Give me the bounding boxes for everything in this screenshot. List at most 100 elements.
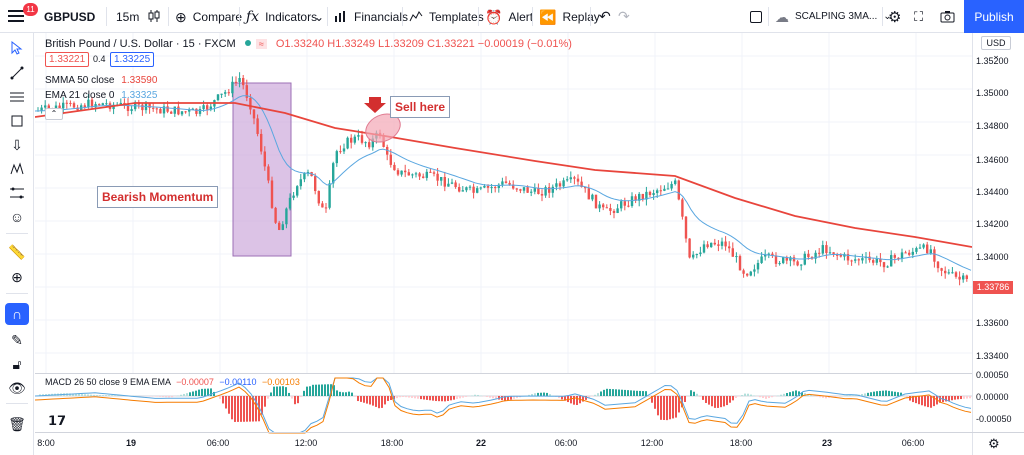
candle-body xyxy=(674,180,677,184)
macd-histogram-bar xyxy=(684,396,686,402)
chart-type-button[interactable] xyxy=(147,0,167,33)
publish-button[interactable]: Publish xyxy=(964,0,1024,33)
pattern-icon[interactable] xyxy=(5,158,29,180)
candle-body xyxy=(267,166,270,181)
chart-settings-gear-icon[interactable]: ⚙ xyxy=(988,436,1000,451)
interval-selector[interactable]: 15m xyxy=(116,9,140,24)
macd-histogram-bar xyxy=(885,390,887,396)
symbol-search[interactable]: GBPUSD xyxy=(44,9,96,24)
macd-histogram-bar xyxy=(702,396,704,400)
candle-body xyxy=(641,193,644,200)
macd-histogram-bar xyxy=(576,396,578,406)
compare-button[interactable]: ⊕ Compare xyxy=(175,0,242,33)
macd-histogram-bar xyxy=(801,392,803,396)
fullscreen-icon[interactable]: ⛶ xyxy=(914,8,924,24)
candle-body xyxy=(324,207,328,209)
ema-legend[interactable]: EMA 21 close 0 1.33325 xyxy=(45,90,157,101)
candle-body xyxy=(357,135,360,137)
smma-legend[interactable]: SMMA 50 close 1.33590 xyxy=(45,75,157,86)
financials-button[interactable]: Financials xyxy=(334,0,408,33)
alert-badge-icon[interactable]: ≈ xyxy=(255,39,267,49)
candle-body xyxy=(868,256,871,261)
candle-body xyxy=(846,254,850,261)
trend-line-icon[interactable] xyxy=(5,62,29,84)
macd-histogram-bar xyxy=(864,393,866,396)
gear-icon[interactable]: ⚙ xyxy=(888,8,902,26)
macd-legend[interactable]: MACD 26 50 close 9 EMA EMA −0.00007 −0.0… xyxy=(45,377,300,387)
price-axis-label: 1.34400 xyxy=(976,187,1009,197)
candle-body xyxy=(252,109,256,119)
prediction-icon[interactable] xyxy=(5,182,29,204)
macd-histogram-bar xyxy=(747,393,749,396)
layout-selector[interactable]: ☁ SCALPING 3MA... ⌄ xyxy=(775,0,892,33)
macd-histogram-bar xyxy=(462,396,464,398)
candle-body xyxy=(879,258,882,263)
alert-button[interactable]: ⏰ Alert xyxy=(485,0,533,33)
zoom-in-icon[interactable]: ⊕ xyxy=(11,268,23,285)
macd-histogram-bar xyxy=(162,396,164,398)
trash-icon[interactable]: 🗑︎ xyxy=(8,415,26,432)
candle-body xyxy=(429,171,432,173)
macd-histogram-bar xyxy=(198,389,200,396)
macd-histogram-bar xyxy=(594,394,596,396)
candle-body xyxy=(306,172,310,174)
macd-histogram-bar xyxy=(282,386,284,396)
magnet-icon[interactable]: ∩ xyxy=(5,303,29,325)
macd-histogram-bar xyxy=(891,391,893,396)
macd-histogram-bar xyxy=(90,394,92,396)
cursor-icon[interactable] xyxy=(5,37,29,59)
hamburger-menu-icon[interactable]: 11 xyxy=(6,3,38,26)
rectangle-shape-icon[interactable] xyxy=(5,110,29,132)
eye-icon[interactable]: 👁︎ xyxy=(8,379,26,396)
candle-body xyxy=(206,105,209,110)
macd-histogram-bar xyxy=(357,396,359,402)
indicators-chevron-icon[interactable]: ⌄ xyxy=(314,9,325,24)
pencil-lock-icon[interactable]: ✎ xyxy=(11,331,23,348)
candle-body xyxy=(576,178,580,182)
arrow-down-icon[interactable]: ⇩ xyxy=(11,136,23,153)
price-axis[interactable] xyxy=(972,33,1024,455)
indicators-button[interactable]: ƒx Indicators xyxy=(246,0,317,33)
macd-histogram-bar xyxy=(342,392,344,396)
sell-price-box[interactable]: 1.33221 xyxy=(45,52,90,67)
smiley-icon[interactable]: ☺ xyxy=(9,209,25,225)
candle-body xyxy=(666,188,670,190)
candle-body xyxy=(44,105,47,108)
time-axis-label: 18:00 xyxy=(729,438,753,448)
currency-selector[interactable]: USD ⌄ xyxy=(981,36,1011,60)
macd-histogram-bar xyxy=(642,391,644,396)
ohlc-low: L1.33209 xyxy=(378,38,424,50)
redo-icon[interactable]: ↷ xyxy=(618,8,630,24)
macd-histogram-bar xyxy=(222,396,224,404)
candle-body xyxy=(414,173,418,175)
symbol-title: British Pound / U.S. Dollar · 15 · FXCM xyxy=(45,38,236,50)
candle-body xyxy=(270,180,274,208)
candle-body xyxy=(659,190,662,192)
candle-body xyxy=(695,254,698,256)
macd-histogram-bar xyxy=(699,396,701,397)
collapse-legend-icon[interactable]: ⌃ xyxy=(45,108,63,120)
macd-histogram-bar xyxy=(693,391,695,396)
horizontal-lines-icon[interactable] xyxy=(5,86,29,108)
ruler-icon[interactable]: 📏 xyxy=(8,243,26,260)
macd-histogram-bar xyxy=(759,396,761,398)
financials-label: Financials xyxy=(354,9,409,24)
layout-checkbox[interactable] xyxy=(750,0,762,33)
price-axis-label: 1.33400 xyxy=(976,351,1009,361)
undo-icon[interactable]: ↶ xyxy=(599,8,611,24)
macd-histogram-bar xyxy=(348,391,350,396)
candle-body xyxy=(771,253,774,256)
candle-body xyxy=(256,118,259,134)
ema-label: EMA 21 close 0 xyxy=(45,90,115,101)
chart-pane[interactable] xyxy=(35,33,972,455)
macd-histogram-bar xyxy=(495,396,497,399)
templates-button[interactable]: Templates xyxy=(409,0,484,33)
candle-body xyxy=(508,182,511,185)
candle-body xyxy=(350,137,353,143)
price-chart[interactable] xyxy=(35,33,972,455)
macd-histogram-bar xyxy=(69,393,71,396)
camera-icon[interactable] xyxy=(940,0,955,33)
lock-icon[interactable]: 🔓︎ xyxy=(12,355,22,372)
buy-price-box[interactable]: 1.33225 xyxy=(110,52,155,67)
templates-icon xyxy=(409,9,423,25)
